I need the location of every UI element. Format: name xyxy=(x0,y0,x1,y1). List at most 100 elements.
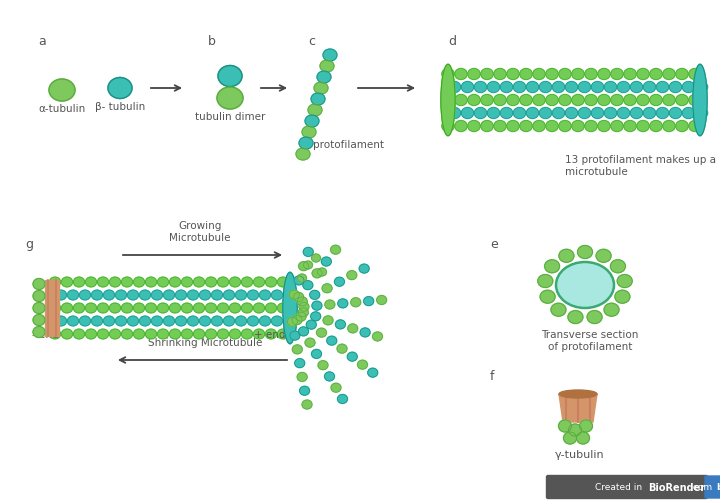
Ellipse shape xyxy=(323,316,333,325)
Ellipse shape xyxy=(287,318,297,326)
Ellipse shape xyxy=(650,120,662,132)
Ellipse shape xyxy=(230,277,240,287)
Ellipse shape xyxy=(663,120,675,132)
Ellipse shape xyxy=(217,329,228,339)
Ellipse shape xyxy=(122,329,132,339)
Ellipse shape xyxy=(122,277,132,287)
Ellipse shape xyxy=(158,303,168,313)
Ellipse shape xyxy=(442,120,454,132)
Ellipse shape xyxy=(97,303,109,313)
Ellipse shape xyxy=(97,329,109,339)
Ellipse shape xyxy=(311,93,325,105)
Ellipse shape xyxy=(520,69,532,80)
Ellipse shape xyxy=(455,94,467,105)
Text: d: d xyxy=(448,35,456,48)
Ellipse shape xyxy=(481,94,493,105)
Ellipse shape xyxy=(205,303,217,313)
Ellipse shape xyxy=(572,69,584,80)
Ellipse shape xyxy=(145,277,156,287)
Ellipse shape xyxy=(115,290,127,300)
Ellipse shape xyxy=(266,277,276,287)
Ellipse shape xyxy=(259,316,271,326)
Ellipse shape xyxy=(683,107,695,118)
Ellipse shape xyxy=(468,120,480,132)
Ellipse shape xyxy=(559,120,571,132)
Ellipse shape xyxy=(546,94,558,105)
Ellipse shape xyxy=(347,352,357,361)
Ellipse shape xyxy=(300,386,310,395)
Ellipse shape xyxy=(351,298,361,307)
Text: c: c xyxy=(308,35,315,48)
Ellipse shape xyxy=(305,115,319,127)
Ellipse shape xyxy=(572,94,584,105)
Ellipse shape xyxy=(693,64,707,136)
Ellipse shape xyxy=(205,329,217,339)
FancyBboxPatch shape xyxy=(705,476,720,498)
Ellipse shape xyxy=(230,303,240,313)
Ellipse shape xyxy=(33,302,45,313)
Ellipse shape xyxy=(442,94,454,105)
Ellipse shape xyxy=(277,329,289,339)
Ellipse shape xyxy=(308,104,322,116)
Ellipse shape xyxy=(330,245,341,254)
Text: tubulin dimer: tubulin dimer xyxy=(195,112,265,122)
Ellipse shape xyxy=(194,277,204,287)
Ellipse shape xyxy=(115,316,127,326)
Text: α-tubulin: α-tubulin xyxy=(38,104,86,114)
Ellipse shape xyxy=(145,329,156,339)
Ellipse shape xyxy=(169,329,181,339)
Ellipse shape xyxy=(297,297,307,306)
Ellipse shape xyxy=(127,290,138,300)
Ellipse shape xyxy=(494,120,506,132)
Ellipse shape xyxy=(318,361,328,369)
Ellipse shape xyxy=(187,290,199,300)
Ellipse shape xyxy=(299,262,309,271)
Ellipse shape xyxy=(449,107,461,118)
Ellipse shape xyxy=(338,395,348,403)
Ellipse shape xyxy=(212,290,222,300)
Ellipse shape xyxy=(585,120,597,132)
Text: f: f xyxy=(490,370,495,383)
Ellipse shape xyxy=(552,107,564,118)
Ellipse shape xyxy=(578,107,590,118)
Ellipse shape xyxy=(507,120,519,132)
Ellipse shape xyxy=(259,290,271,300)
Ellipse shape xyxy=(317,71,331,83)
Ellipse shape xyxy=(546,120,558,132)
Ellipse shape xyxy=(50,277,60,287)
Ellipse shape xyxy=(50,303,60,313)
Ellipse shape xyxy=(305,338,315,347)
Ellipse shape xyxy=(564,432,577,444)
Ellipse shape xyxy=(358,360,367,369)
Ellipse shape xyxy=(481,120,493,132)
Ellipse shape xyxy=(304,261,312,269)
Text: e: e xyxy=(490,238,498,251)
Ellipse shape xyxy=(320,60,334,72)
Ellipse shape xyxy=(644,82,656,93)
Ellipse shape xyxy=(181,277,192,287)
Ellipse shape xyxy=(68,316,78,326)
Ellipse shape xyxy=(565,82,577,93)
Ellipse shape xyxy=(331,383,341,392)
Ellipse shape xyxy=(181,303,192,313)
Ellipse shape xyxy=(218,66,242,87)
Ellipse shape xyxy=(683,82,695,93)
Text: Growing
Microtubule: Growing Microtubule xyxy=(169,221,230,243)
Ellipse shape xyxy=(33,279,45,289)
Ellipse shape xyxy=(133,277,145,287)
Ellipse shape xyxy=(205,277,217,287)
Ellipse shape xyxy=(617,82,630,93)
Ellipse shape xyxy=(312,349,322,358)
Ellipse shape xyxy=(163,316,174,326)
Ellipse shape xyxy=(55,290,66,300)
Ellipse shape xyxy=(271,290,282,300)
Ellipse shape xyxy=(104,316,114,326)
Ellipse shape xyxy=(551,303,566,316)
Ellipse shape xyxy=(577,245,593,259)
Text: Shrinking Microtubule: Shrinking Microtubule xyxy=(148,338,262,348)
Ellipse shape xyxy=(50,329,60,339)
Ellipse shape xyxy=(109,277,120,287)
Ellipse shape xyxy=(676,94,688,105)
Ellipse shape xyxy=(284,316,294,326)
Ellipse shape xyxy=(572,120,584,132)
